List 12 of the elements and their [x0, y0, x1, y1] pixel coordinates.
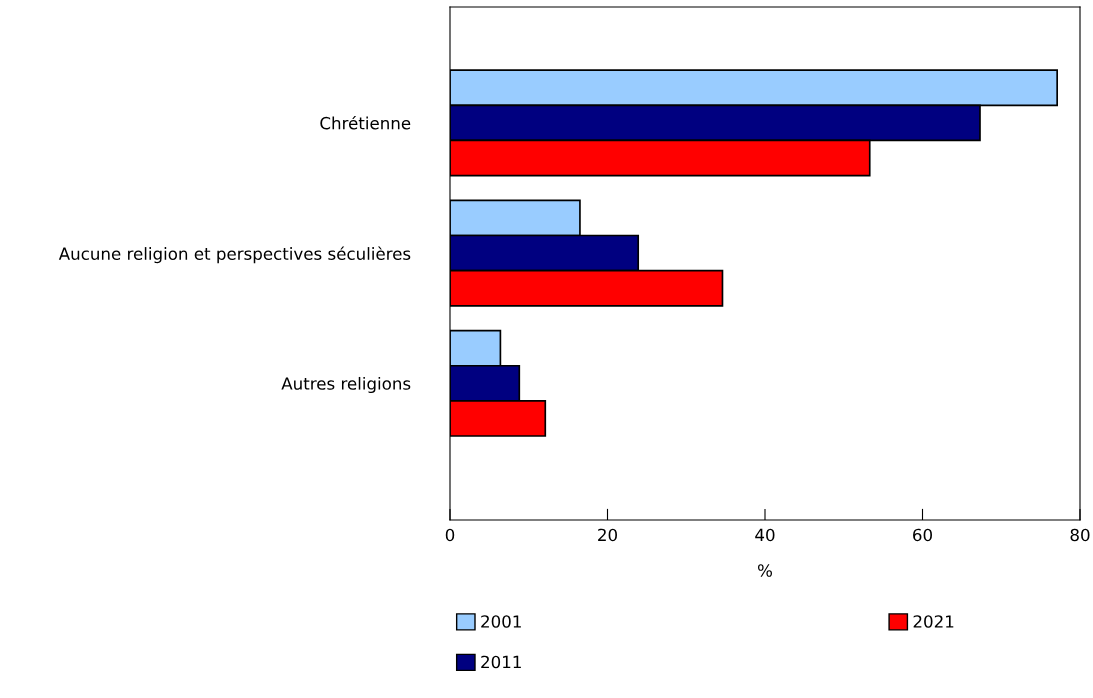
x-tick-label: 80	[1070, 528, 1090, 542]
x-axis-title: %	[758, 564, 772, 577]
y-tick-label: Autres religions	[281, 376, 411, 394]
legend-label: 2021	[913, 615, 954, 628]
x-tick-label: 60	[913, 528, 932, 542]
legend-label: 2001	[481, 615, 521, 628]
x-tick-label: 20	[598, 528, 617, 542]
y-tick-label: Aucune religion et perspectives séculières	[58, 246, 411, 264]
y-tick-label: Chrétienne	[320, 115, 411, 130]
x-tick-label: 40	[755, 528, 775, 542]
legend-label: 2011	[481, 655, 521, 669]
x-tick-label: 0	[445, 528, 455, 542]
